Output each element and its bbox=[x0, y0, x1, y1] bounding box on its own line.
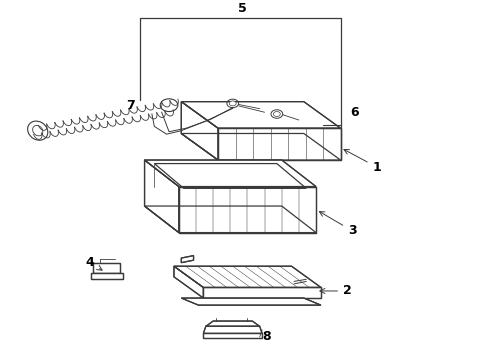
Polygon shape bbox=[203, 327, 262, 333]
Polygon shape bbox=[181, 298, 321, 305]
Polygon shape bbox=[174, 266, 321, 287]
Text: 7: 7 bbox=[126, 99, 135, 112]
Polygon shape bbox=[145, 206, 316, 233]
Text: 4: 4 bbox=[86, 256, 102, 270]
Circle shape bbox=[229, 101, 236, 106]
Text: 8: 8 bbox=[262, 330, 271, 343]
Text: 3: 3 bbox=[319, 212, 357, 237]
Polygon shape bbox=[203, 333, 262, 338]
Text: 6: 6 bbox=[350, 106, 359, 119]
Polygon shape bbox=[181, 256, 194, 263]
Text: 5: 5 bbox=[238, 2, 247, 15]
Polygon shape bbox=[179, 186, 316, 233]
Text: 1: 1 bbox=[344, 149, 381, 174]
Polygon shape bbox=[218, 128, 341, 160]
Polygon shape bbox=[93, 263, 120, 273]
Polygon shape bbox=[181, 102, 218, 160]
Polygon shape bbox=[181, 134, 341, 160]
Polygon shape bbox=[174, 266, 203, 298]
Polygon shape bbox=[181, 102, 341, 128]
Polygon shape bbox=[206, 321, 260, 327]
Polygon shape bbox=[203, 287, 321, 298]
Polygon shape bbox=[91, 273, 122, 279]
Circle shape bbox=[273, 112, 280, 117]
Text: 2: 2 bbox=[320, 284, 352, 297]
Polygon shape bbox=[145, 160, 316, 186]
Polygon shape bbox=[145, 160, 179, 233]
